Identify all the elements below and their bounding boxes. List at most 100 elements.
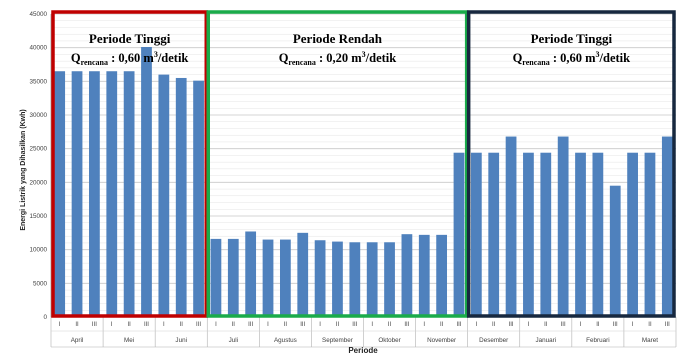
- period-title: Periode Rendah: [293, 31, 383, 46]
- y-axis-title: Energi Listrik yang Dihasilkan (Kwh): [20, 109, 27, 230]
- bar: [227, 238, 239, 317]
- discharge-symbol: Q: [513, 51, 523, 65]
- discharge-superscript: 3: [362, 50, 366, 59]
- sub-period-label: II: [75, 322, 79, 328]
- y-tick-label: 15000: [29, 213, 47, 220]
- bar: [488, 152, 500, 317]
- month-label: Mei: [124, 337, 134, 344]
- bar: [279, 239, 291, 317]
- discharge-subscript: rencana: [288, 58, 315, 67]
- bar: [210, 238, 222, 317]
- sub-period-label: I: [267, 322, 269, 328]
- sub-period-label: III: [352, 322, 357, 328]
- period-box: [466, 10, 676, 318]
- bar: [54, 71, 66, 317]
- sub-period-label: III: [561, 322, 566, 328]
- y-tick-label: 20000: [29, 179, 47, 186]
- sub-period-label: II: [284, 322, 288, 328]
- sub-period-label: I: [319, 322, 321, 328]
- sub-period-label: I: [163, 322, 165, 328]
- sub-period-label: I: [59, 322, 61, 328]
- month-label: Februari: [586, 337, 609, 344]
- sub-period-label: III: [144, 322, 149, 328]
- sub-period-label: I: [423, 322, 425, 328]
- month-label: Maret: [642, 337, 658, 344]
- bar: [123, 71, 135, 317]
- bar: [470, 152, 482, 317]
- month-label: Agustus: [274, 337, 297, 344]
- bar: [297, 232, 309, 317]
- sub-period-label: II: [232, 322, 236, 328]
- bar: [609, 185, 621, 317]
- bar: [349, 242, 361, 317]
- bar: [262, 239, 274, 317]
- y-tick-label: 35000: [29, 78, 47, 85]
- sub-period-label: II: [492, 322, 496, 328]
- bar: [592, 152, 604, 317]
- bar: [175, 77, 187, 317]
- sub-period-label: I: [580, 322, 582, 328]
- sub-period-label: III: [404, 322, 409, 328]
- bar: [366, 242, 378, 317]
- sub-period-label: II: [596, 322, 600, 328]
- sub-period-label: II: [127, 322, 131, 328]
- sub-period-label: II: [388, 322, 392, 328]
- gridlines: [51, 13, 676, 318]
- bar: [575, 152, 586, 317]
- month-label: Juni: [175, 337, 187, 344]
- y-tick-label: 10000: [29, 247, 47, 254]
- discharge-symbol: Q: [71, 51, 81, 65]
- bar: [661, 136, 673, 317]
- sub-period-label: I: [215, 322, 217, 328]
- sub-period-label: II: [648, 322, 652, 328]
- bar: [384, 242, 395, 317]
- discharge-unit: /detik: [157, 51, 189, 65]
- bar: [418, 234, 430, 317]
- discharge-symbol: Q: [279, 51, 289, 65]
- sub-period-label: I: [476, 322, 478, 328]
- month-label: April: [71, 337, 84, 344]
- bars: [54, 46, 673, 317]
- bar: [436, 234, 448, 317]
- period-box: [51, 10, 208, 318]
- sub-period-label: III: [665, 322, 670, 328]
- bar: [401, 234, 413, 317]
- period-discharge: Qrencana : 0,20 m3/detik: [279, 50, 397, 67]
- y-tick-label: 40000: [29, 45, 47, 52]
- sub-period-label: II: [544, 322, 548, 328]
- bar: [158, 74, 170, 317]
- sub-period-label: I: [632, 322, 634, 328]
- y-tick-label: 25000: [29, 146, 47, 153]
- period-title: Periode Tinggi: [89, 31, 171, 46]
- discharge-value: : 0,60 m: [108, 51, 154, 65]
- month-label: Januari: [535, 337, 556, 344]
- y-tick-label: 5000: [33, 280, 48, 287]
- month-label: November: [427, 337, 456, 344]
- discharge-superscript: 3: [596, 50, 600, 59]
- sub-period-label: III: [509, 322, 514, 328]
- sub-period-label: III: [196, 322, 201, 328]
- discharge-value: : 0,20 m: [316, 51, 362, 65]
- period-box: [206, 10, 469, 318]
- month-label: September: [322, 337, 353, 344]
- bar: [332, 241, 343, 317]
- bar: [644, 152, 656, 317]
- period-discharge: Qrencana : 0,60 m3/detik: [71, 50, 189, 67]
- month-label: Desember: [479, 337, 508, 344]
- period-discharge: Qrencana : 0,60 m3/detik: [513, 50, 631, 67]
- sub-period-label: II: [180, 322, 184, 328]
- discharge-subscript: rencana: [522, 58, 549, 67]
- bar: [453, 152, 465, 317]
- y-tick-label: 0: [43, 314, 47, 321]
- y-tick-label: 45000: [29, 11, 47, 18]
- sub-period-label: I: [111, 322, 113, 328]
- discharge-superscript: 3: [154, 50, 158, 59]
- sub-period-label: III: [92, 322, 97, 328]
- bar: [540, 152, 552, 317]
- month-label: Juli: [229, 337, 238, 344]
- bar: [627, 152, 638, 317]
- bar: [523, 152, 534, 317]
- sub-period-label: II: [336, 322, 340, 328]
- y-tick-label: 30000: [29, 112, 47, 119]
